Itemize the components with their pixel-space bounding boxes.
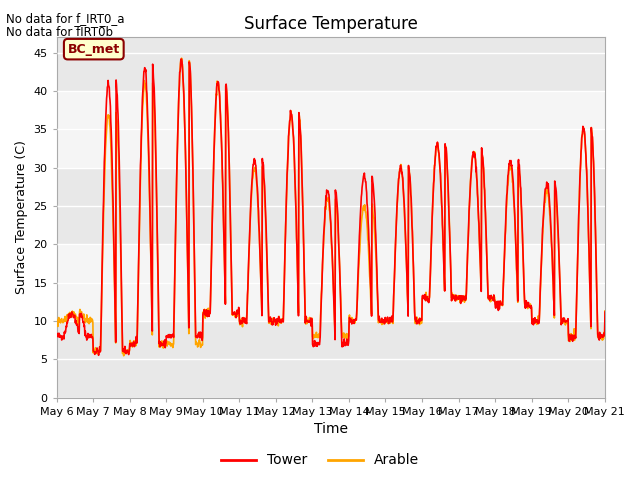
Bar [57, 37, 605, 91]
Bar [57, 321, 605, 397]
X-axis label: Time: Time [314, 422, 348, 436]
Y-axis label: Surface Temperature (C): Surface Temperature (C) [15, 141, 28, 294]
Bar [57, 244, 605, 321]
Legend: Tower, Arable: Tower, Arable [216, 448, 424, 473]
Text: No data for f_IRT0_a: No data for f_IRT0_a [6, 12, 125, 25]
Title: Surface Temperature: Surface Temperature [244, 15, 418, 33]
Text: BC_met: BC_met [68, 43, 120, 56]
Text: No data for f̅IRT0̅b: No data for f̅IRT0̅b [6, 26, 113, 39]
Bar [57, 91, 605, 168]
Bar [57, 168, 605, 244]
